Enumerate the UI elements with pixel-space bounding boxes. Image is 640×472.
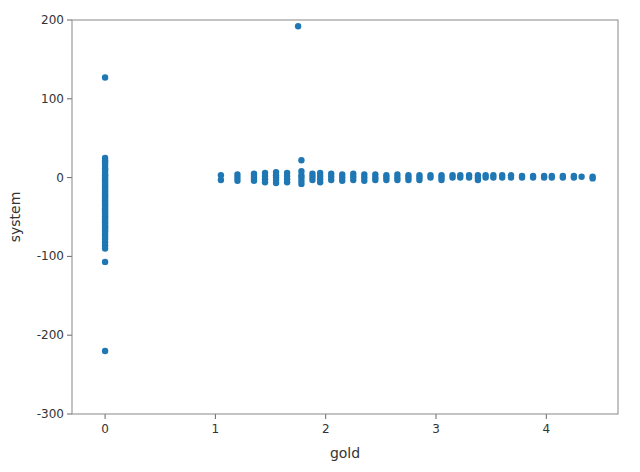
- point: [589, 175, 595, 181]
- tick-mark: [325, 414, 326, 419]
- point: [102, 348, 108, 354]
- point: [372, 177, 378, 183]
- point: [262, 179, 268, 185]
- tick-mark: [436, 414, 437, 419]
- point: [482, 174, 488, 180]
- point: [234, 178, 240, 184]
- tick-label: 200: [41, 13, 64, 27]
- tick-label: 100: [41, 92, 64, 106]
- point: [298, 157, 304, 163]
- tick-mark: [67, 256, 72, 257]
- point: [102, 245, 108, 251]
- tick-label: 0: [56, 171, 64, 185]
- tick-label: -200: [37, 328, 64, 342]
- point: [466, 174, 472, 180]
- point: [578, 174, 584, 180]
- point: [530, 174, 536, 180]
- point: [102, 259, 108, 265]
- tick-mark: [67, 414, 72, 415]
- point: [102, 74, 108, 80]
- point: [457, 174, 463, 180]
- point: [361, 178, 367, 184]
- point: [405, 177, 411, 183]
- point: [427, 174, 433, 180]
- point: [394, 177, 400, 183]
- tick-label: 0: [101, 422, 109, 436]
- point: [475, 177, 481, 183]
- point: [317, 179, 323, 185]
- tick-label: 4: [542, 422, 550, 436]
- point: [284, 179, 290, 185]
- point: [438, 177, 444, 183]
- plot-background: [72, 20, 618, 414]
- tick-mark: [546, 414, 547, 419]
- tick-mark: [105, 414, 106, 419]
- point: [350, 177, 356, 183]
- plot-frame: [72, 20, 618, 414]
- point: [328, 177, 334, 183]
- point: [273, 180, 279, 186]
- point: [508, 174, 514, 180]
- tick-label: -100: [37, 249, 64, 263]
- point: [218, 177, 224, 183]
- tick-mark: [67, 20, 72, 21]
- point: [416, 177, 422, 183]
- y-axis-label: system: [7, 192, 23, 243]
- tick-label: 2: [322, 422, 330, 436]
- point: [549, 174, 555, 180]
- point: [251, 178, 257, 184]
- x-axis-label: gold: [330, 445, 360, 461]
- point: [519, 174, 525, 180]
- point: [298, 181, 304, 187]
- point: [295, 23, 301, 29]
- tick-label: -300: [37, 407, 64, 421]
- point: [449, 174, 455, 180]
- tick-mark: [67, 98, 72, 99]
- point: [541, 174, 547, 180]
- point: [490, 174, 496, 180]
- point: [560, 174, 566, 180]
- point: [571, 174, 577, 180]
- point: [499, 174, 505, 180]
- axes: -300 -200 -100 0 100 200 0 1 2 3 4: [37, 13, 618, 436]
- chart: -300 -200 -100 0 100 200 0 1 2 3 4 gold system: [0, 0, 640, 472]
- tick-label: 3: [432, 422, 440, 436]
- tick-mark: [67, 177, 72, 178]
- point: [339, 178, 345, 184]
- point: [309, 177, 315, 183]
- tick-mark: [67, 335, 72, 336]
- points: [102, 23, 596, 354]
- tick-mark: [215, 414, 216, 419]
- point: [383, 177, 389, 183]
- tick-label: 1: [212, 422, 220, 436]
